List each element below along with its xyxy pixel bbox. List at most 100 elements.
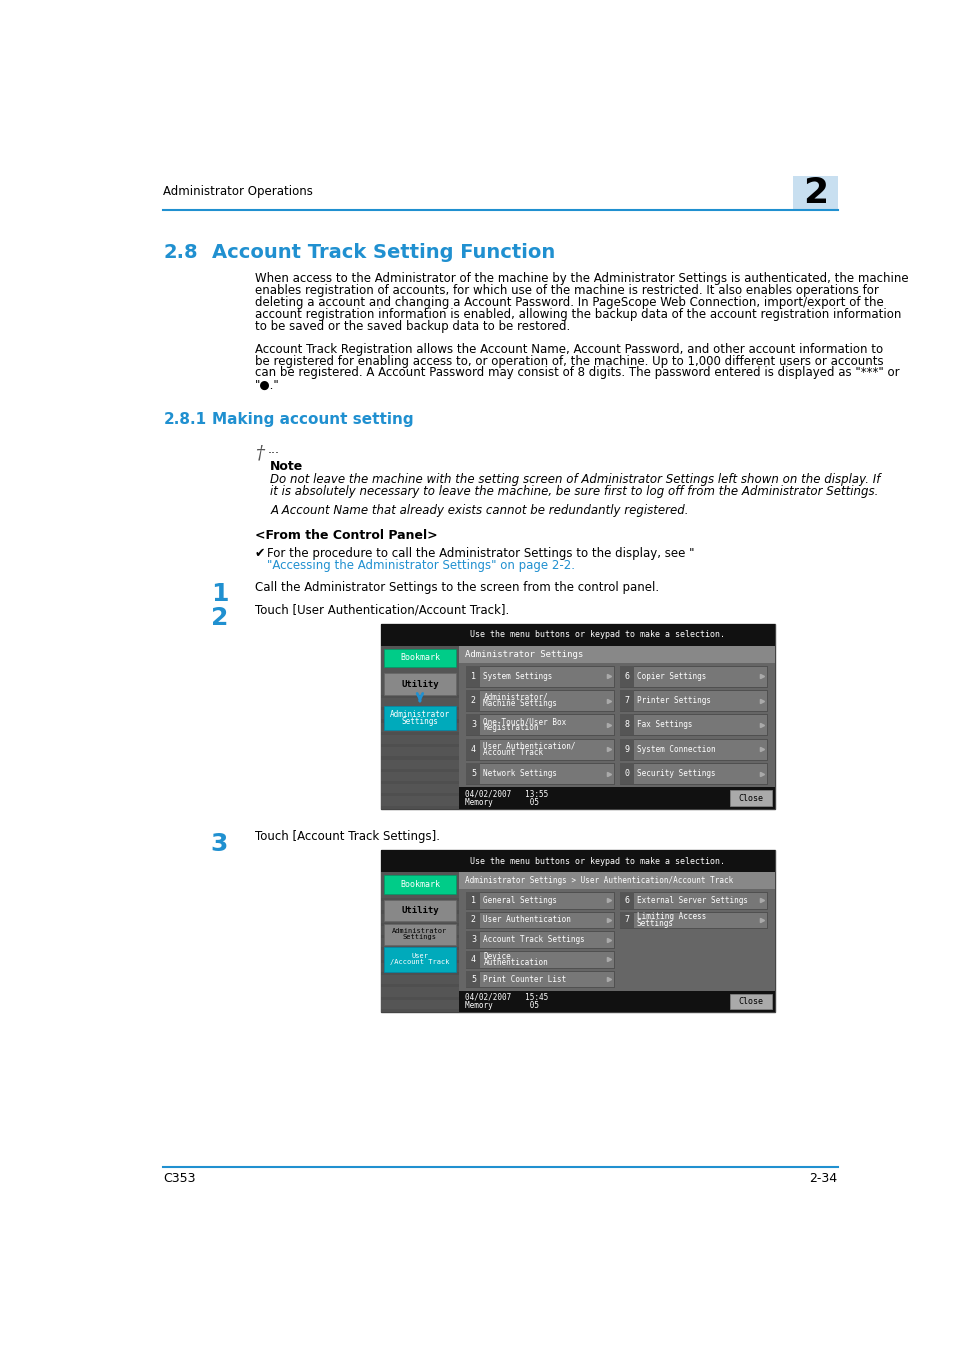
FancyBboxPatch shape bbox=[458, 645, 774, 663]
FancyBboxPatch shape bbox=[466, 738, 613, 760]
FancyBboxPatch shape bbox=[381, 645, 458, 809]
Text: 2-34: 2-34 bbox=[809, 1172, 837, 1185]
FancyBboxPatch shape bbox=[458, 872, 774, 1012]
Text: 6: 6 bbox=[623, 672, 629, 680]
FancyBboxPatch shape bbox=[381, 1008, 458, 1012]
FancyBboxPatch shape bbox=[381, 850, 774, 872]
Text: Settings: Settings bbox=[402, 934, 436, 941]
Text: 1: 1 bbox=[471, 672, 476, 680]
Text: 8: 8 bbox=[623, 721, 629, 729]
Text: 1: 1 bbox=[211, 582, 228, 606]
Text: 7: 7 bbox=[623, 915, 629, 925]
Text: 2.8.1: 2.8.1 bbox=[163, 412, 207, 427]
FancyBboxPatch shape bbox=[381, 996, 458, 1000]
Text: 4: 4 bbox=[471, 745, 476, 753]
Text: Do not leave the machine with the setting screen of Administrator Settings left : Do not leave the machine with the settin… bbox=[270, 472, 880, 486]
Text: When access to the Administrator of the machine by the Administrator Settings is: When access to the Administrator of the … bbox=[254, 273, 907, 285]
FancyBboxPatch shape bbox=[381, 872, 458, 1012]
Text: Account Track: Account Track bbox=[483, 748, 543, 757]
Text: One-Touch/User Box: One-Touch/User Box bbox=[483, 717, 566, 726]
FancyBboxPatch shape bbox=[384, 923, 456, 945]
FancyBboxPatch shape bbox=[458, 645, 774, 809]
FancyBboxPatch shape bbox=[466, 714, 480, 736]
FancyBboxPatch shape bbox=[381, 923, 458, 926]
Text: "●.": "●." bbox=[254, 378, 279, 392]
FancyBboxPatch shape bbox=[381, 984, 458, 987]
Text: Authentication: Authentication bbox=[483, 958, 548, 967]
Text: Call the Administrator Settings to the screen from the control panel.: Call the Administrator Settings to the s… bbox=[254, 580, 659, 594]
FancyBboxPatch shape bbox=[384, 648, 456, 667]
FancyBboxPatch shape bbox=[619, 911, 766, 929]
Text: 3: 3 bbox=[471, 721, 476, 729]
Text: Bookmark: Bookmark bbox=[399, 653, 439, 663]
Text: Account Track Settings: Account Track Settings bbox=[483, 936, 584, 944]
Text: "Accessing the Administrator Settings" on page 2-2.: "Accessing the Administrator Settings" o… bbox=[267, 559, 575, 572]
FancyBboxPatch shape bbox=[381, 910, 458, 914]
Text: Making account setting: Making account setting bbox=[212, 412, 414, 427]
FancyBboxPatch shape bbox=[466, 971, 613, 987]
FancyBboxPatch shape bbox=[381, 732, 458, 734]
Text: 3: 3 bbox=[211, 832, 228, 856]
FancyBboxPatch shape bbox=[466, 911, 613, 929]
FancyBboxPatch shape bbox=[619, 714, 633, 736]
Text: enables registration of accounts, for which use of the machine is restricted. It: enables registration of accounts, for wh… bbox=[254, 284, 878, 297]
FancyBboxPatch shape bbox=[381, 960, 458, 963]
Text: to be saved or the saved backup data to be restored.: to be saved or the saved backup data to … bbox=[254, 320, 570, 333]
FancyBboxPatch shape bbox=[384, 875, 456, 894]
Text: 4: 4 bbox=[471, 954, 476, 964]
Text: Account Track Registration allows the Account Name, Account Password, and other : Account Track Registration allows the Ac… bbox=[254, 343, 882, 355]
Text: Touch [User Authentication/Account Track].: Touch [User Authentication/Account Track… bbox=[254, 603, 509, 617]
FancyBboxPatch shape bbox=[793, 176, 837, 209]
Text: Machine Settings: Machine Settings bbox=[483, 699, 557, 709]
Text: <From the Control Panel>: <From the Control Panel> bbox=[254, 529, 437, 541]
FancyBboxPatch shape bbox=[466, 714, 613, 736]
FancyBboxPatch shape bbox=[381, 744, 458, 747]
Text: A Account Name that already exists cannot be redundantly registered.: A Account Name that already exists canno… bbox=[270, 505, 688, 517]
Text: 7: 7 bbox=[623, 697, 629, 705]
FancyBboxPatch shape bbox=[381, 948, 458, 950]
Text: System Settings: System Settings bbox=[483, 672, 553, 680]
Text: 2: 2 bbox=[801, 176, 827, 209]
Text: Administrator: Administrator bbox=[390, 710, 450, 718]
Text: account registration information is enabled, allowing the backup data of the acc: account registration information is enab… bbox=[254, 308, 901, 321]
FancyBboxPatch shape bbox=[381, 624, 774, 809]
FancyBboxPatch shape bbox=[466, 892, 480, 909]
Text: Use the menu buttons or keypad to make a selection.: Use the menu buttons or keypad to make a… bbox=[470, 857, 724, 865]
FancyBboxPatch shape bbox=[466, 763, 613, 784]
FancyBboxPatch shape bbox=[466, 666, 613, 687]
Text: Fax Settings: Fax Settings bbox=[637, 721, 692, 729]
FancyBboxPatch shape bbox=[466, 952, 613, 968]
FancyBboxPatch shape bbox=[466, 666, 480, 687]
Text: 3: 3 bbox=[471, 936, 476, 944]
Text: 2: 2 bbox=[211, 606, 228, 629]
FancyBboxPatch shape bbox=[384, 948, 456, 972]
Text: 5: 5 bbox=[471, 769, 476, 778]
Text: 0: 0 bbox=[623, 769, 629, 778]
Text: 6: 6 bbox=[623, 896, 629, 905]
Text: Printer Settings: Printer Settings bbox=[637, 697, 710, 705]
FancyBboxPatch shape bbox=[381, 720, 458, 722]
Text: Registration: Registration bbox=[483, 724, 538, 733]
FancyBboxPatch shape bbox=[381, 624, 774, 645]
FancyBboxPatch shape bbox=[466, 892, 613, 909]
FancyBboxPatch shape bbox=[466, 690, 613, 711]
FancyBboxPatch shape bbox=[384, 706, 456, 730]
Text: Security Settings: Security Settings bbox=[637, 769, 715, 778]
Text: C353: C353 bbox=[163, 1172, 195, 1185]
FancyBboxPatch shape bbox=[381, 756, 458, 760]
Text: Close: Close bbox=[738, 794, 762, 802]
Text: Utility: Utility bbox=[400, 906, 438, 915]
Text: Close: Close bbox=[738, 996, 762, 1006]
Text: User: User bbox=[411, 953, 428, 958]
Text: Limiting Access: Limiting Access bbox=[637, 913, 705, 922]
Text: Administrator Operations: Administrator Operations bbox=[163, 185, 313, 197]
FancyBboxPatch shape bbox=[619, 738, 766, 760]
FancyBboxPatch shape bbox=[619, 690, 766, 711]
Text: can be registered. A Account Password may consist of 8 digits. The password ente: can be registered. A Account Password ma… bbox=[254, 366, 899, 379]
Text: Utility: Utility bbox=[400, 679, 438, 688]
Text: Account Track Setting Function: Account Track Setting Function bbox=[212, 243, 555, 262]
Text: Touch [Account Track Settings].: Touch [Account Track Settings]. bbox=[254, 830, 439, 844]
Text: /Account Track: /Account Track bbox=[390, 958, 449, 965]
FancyBboxPatch shape bbox=[458, 787, 774, 809]
Text: User Authentication/: User Authentication/ bbox=[483, 741, 576, 751]
